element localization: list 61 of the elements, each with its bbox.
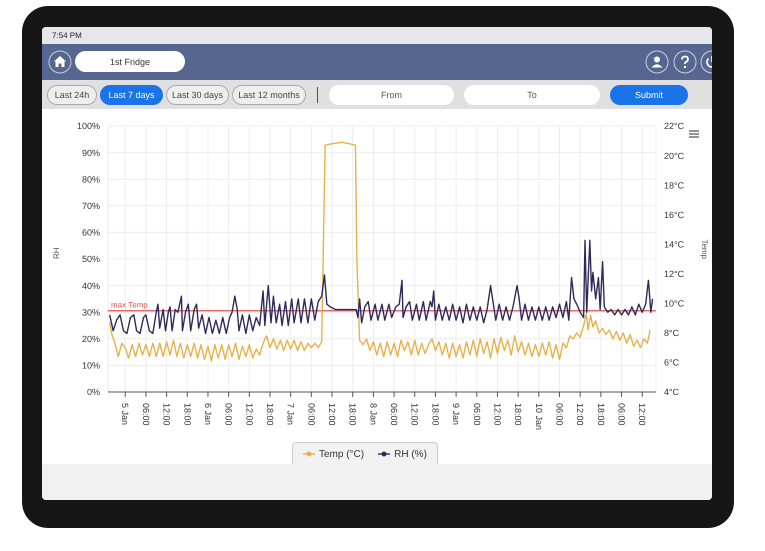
x-tick-label: 12:00 xyxy=(162,403,172,426)
y2-tick-label: 18°C xyxy=(664,180,685,190)
x-tick-label: 12:00 xyxy=(575,403,586,426)
y2-tick-label: 6°C xyxy=(664,358,680,368)
y-tick-label: 10% xyxy=(82,360,100,371)
x-tick-label: 18:00 xyxy=(348,403,358,426)
x-tick-label: 18:00 xyxy=(264,403,275,426)
text: Submit xyxy=(610,84,688,104)
x-tick-label: 7 Jan xyxy=(286,403,296,426)
x-tick-label: 9 Jan xyxy=(451,403,462,426)
y2-tick-label: 14°C xyxy=(664,239,685,250)
y2-tick-label: 8°C xyxy=(664,328,680,338)
text: To xyxy=(464,84,600,104)
y-tick-label: 50% xyxy=(82,254,100,264)
y2-tick-label: 10°C xyxy=(664,298,685,309)
text: 7:54 PM xyxy=(51,30,83,42)
y-tick-label: 60% xyxy=(82,228,100,238)
x-tick-label: 18:00 xyxy=(596,403,606,426)
x-tick-label: 06:00 xyxy=(306,403,316,426)
text: Last 7 days xyxy=(100,84,163,104)
y-axis-title: RH xyxy=(52,247,61,259)
x-tick-label: 06:00 xyxy=(224,403,234,426)
x-tick-label: 06:00 xyxy=(389,403,400,426)
text: Last 12 months xyxy=(232,84,306,104)
y-tick-label: 0% xyxy=(86,387,100,398)
x-tick-label: 6 Jan xyxy=(202,403,213,426)
x-tick-label: 12:00 xyxy=(637,403,648,426)
x-tick-label: 18:00 xyxy=(430,403,440,426)
y2-axis-title: Temp xyxy=(700,239,710,260)
x-tick-label: 18:00 xyxy=(513,403,524,426)
x-tick-label: 12:00 xyxy=(492,403,502,426)
y2-tick-label: 16°C xyxy=(664,210,685,220)
y2-tick-label: 22°C xyxy=(664,121,685,132)
y2-tick-label: 4°C xyxy=(664,387,680,398)
x-tick-label: 12:00 xyxy=(327,403,338,426)
chart-title: 1st Fridge xyxy=(75,51,185,72)
x-tick-label: 06:00 xyxy=(554,403,564,426)
y-tick-label: 30% xyxy=(82,307,100,318)
y-tick-label: 80% xyxy=(82,174,100,184)
y2-tick-label: 12°C xyxy=(664,268,685,279)
y-tick-label: 100% xyxy=(76,121,100,132)
x-tick-label: 06:00 xyxy=(616,403,627,426)
y-tick-label: 40% xyxy=(82,280,100,291)
x-tick-label: 10 Jan xyxy=(534,403,544,430)
x-tick-label: 06:00 xyxy=(140,403,151,426)
text: Last 24h xyxy=(47,84,97,104)
text: From xyxy=(329,84,454,104)
text: Last 30 days xyxy=(166,84,229,104)
legend-label: Temp (°C) xyxy=(319,448,364,460)
ref-line-label: max Temp xyxy=(111,300,148,310)
x-tick-label: 12:00 xyxy=(410,403,420,426)
y-tick-label: 90% xyxy=(82,148,100,158)
x-tick-label: 8 Jan xyxy=(368,403,378,426)
x-tick-label: 18:00 xyxy=(182,403,192,426)
x-tick-label: 06:00 xyxy=(472,403,482,426)
y2-tick-label: 20°C xyxy=(664,150,685,161)
legend-label: RH (%) xyxy=(394,448,427,460)
x-tick-label: 5 Jan xyxy=(120,403,130,426)
x-tick-label: 12:00 xyxy=(244,403,254,426)
y-tick-label: 20% xyxy=(82,334,100,344)
y-tick-label: 70% xyxy=(82,200,100,211)
